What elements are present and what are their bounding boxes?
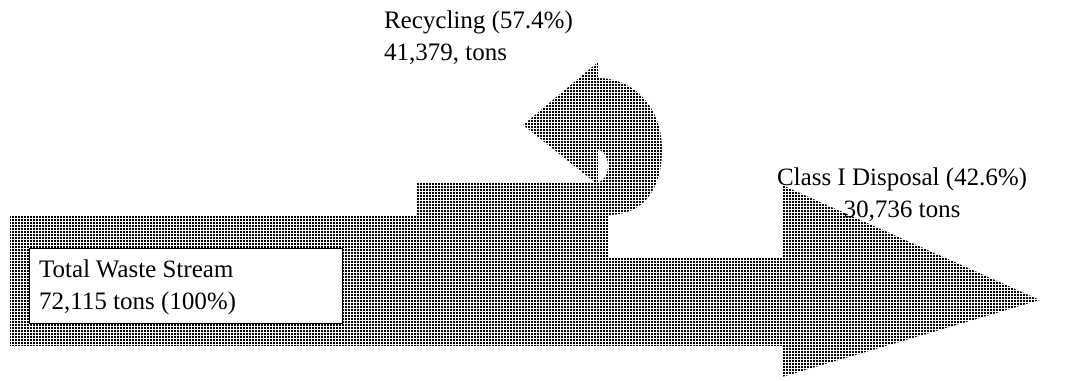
total-amount: 72,115 tons (100%)	[39, 288, 236, 315]
disposal-label: Class I Disposal (42.6%) 30,736 tons	[752, 162, 1052, 226]
total-stream-arrow	[10, 183, 1040, 377]
recycling-name: Recycling (57.4%)	[384, 7, 573, 34]
recycling-label: Recycling (57.4%) 41,379, tons	[384, 5, 573, 69]
total-waste-box: Total Waste Stream 72,115 tons (100%)	[29, 248, 343, 324]
recycling-arrow	[416, 62, 662, 215]
total-name: Total Waste Stream	[39, 256, 234, 283]
disposal-amount: 30,736 tons	[843, 196, 961, 223]
recycling-amount: 41,379, tons	[384, 39, 507, 66]
disposal-name: Class I Disposal (42.6%)	[777, 164, 1027, 191]
total-label: Total Waste Stream 72,115 tons (100%)	[39, 254, 342, 318]
